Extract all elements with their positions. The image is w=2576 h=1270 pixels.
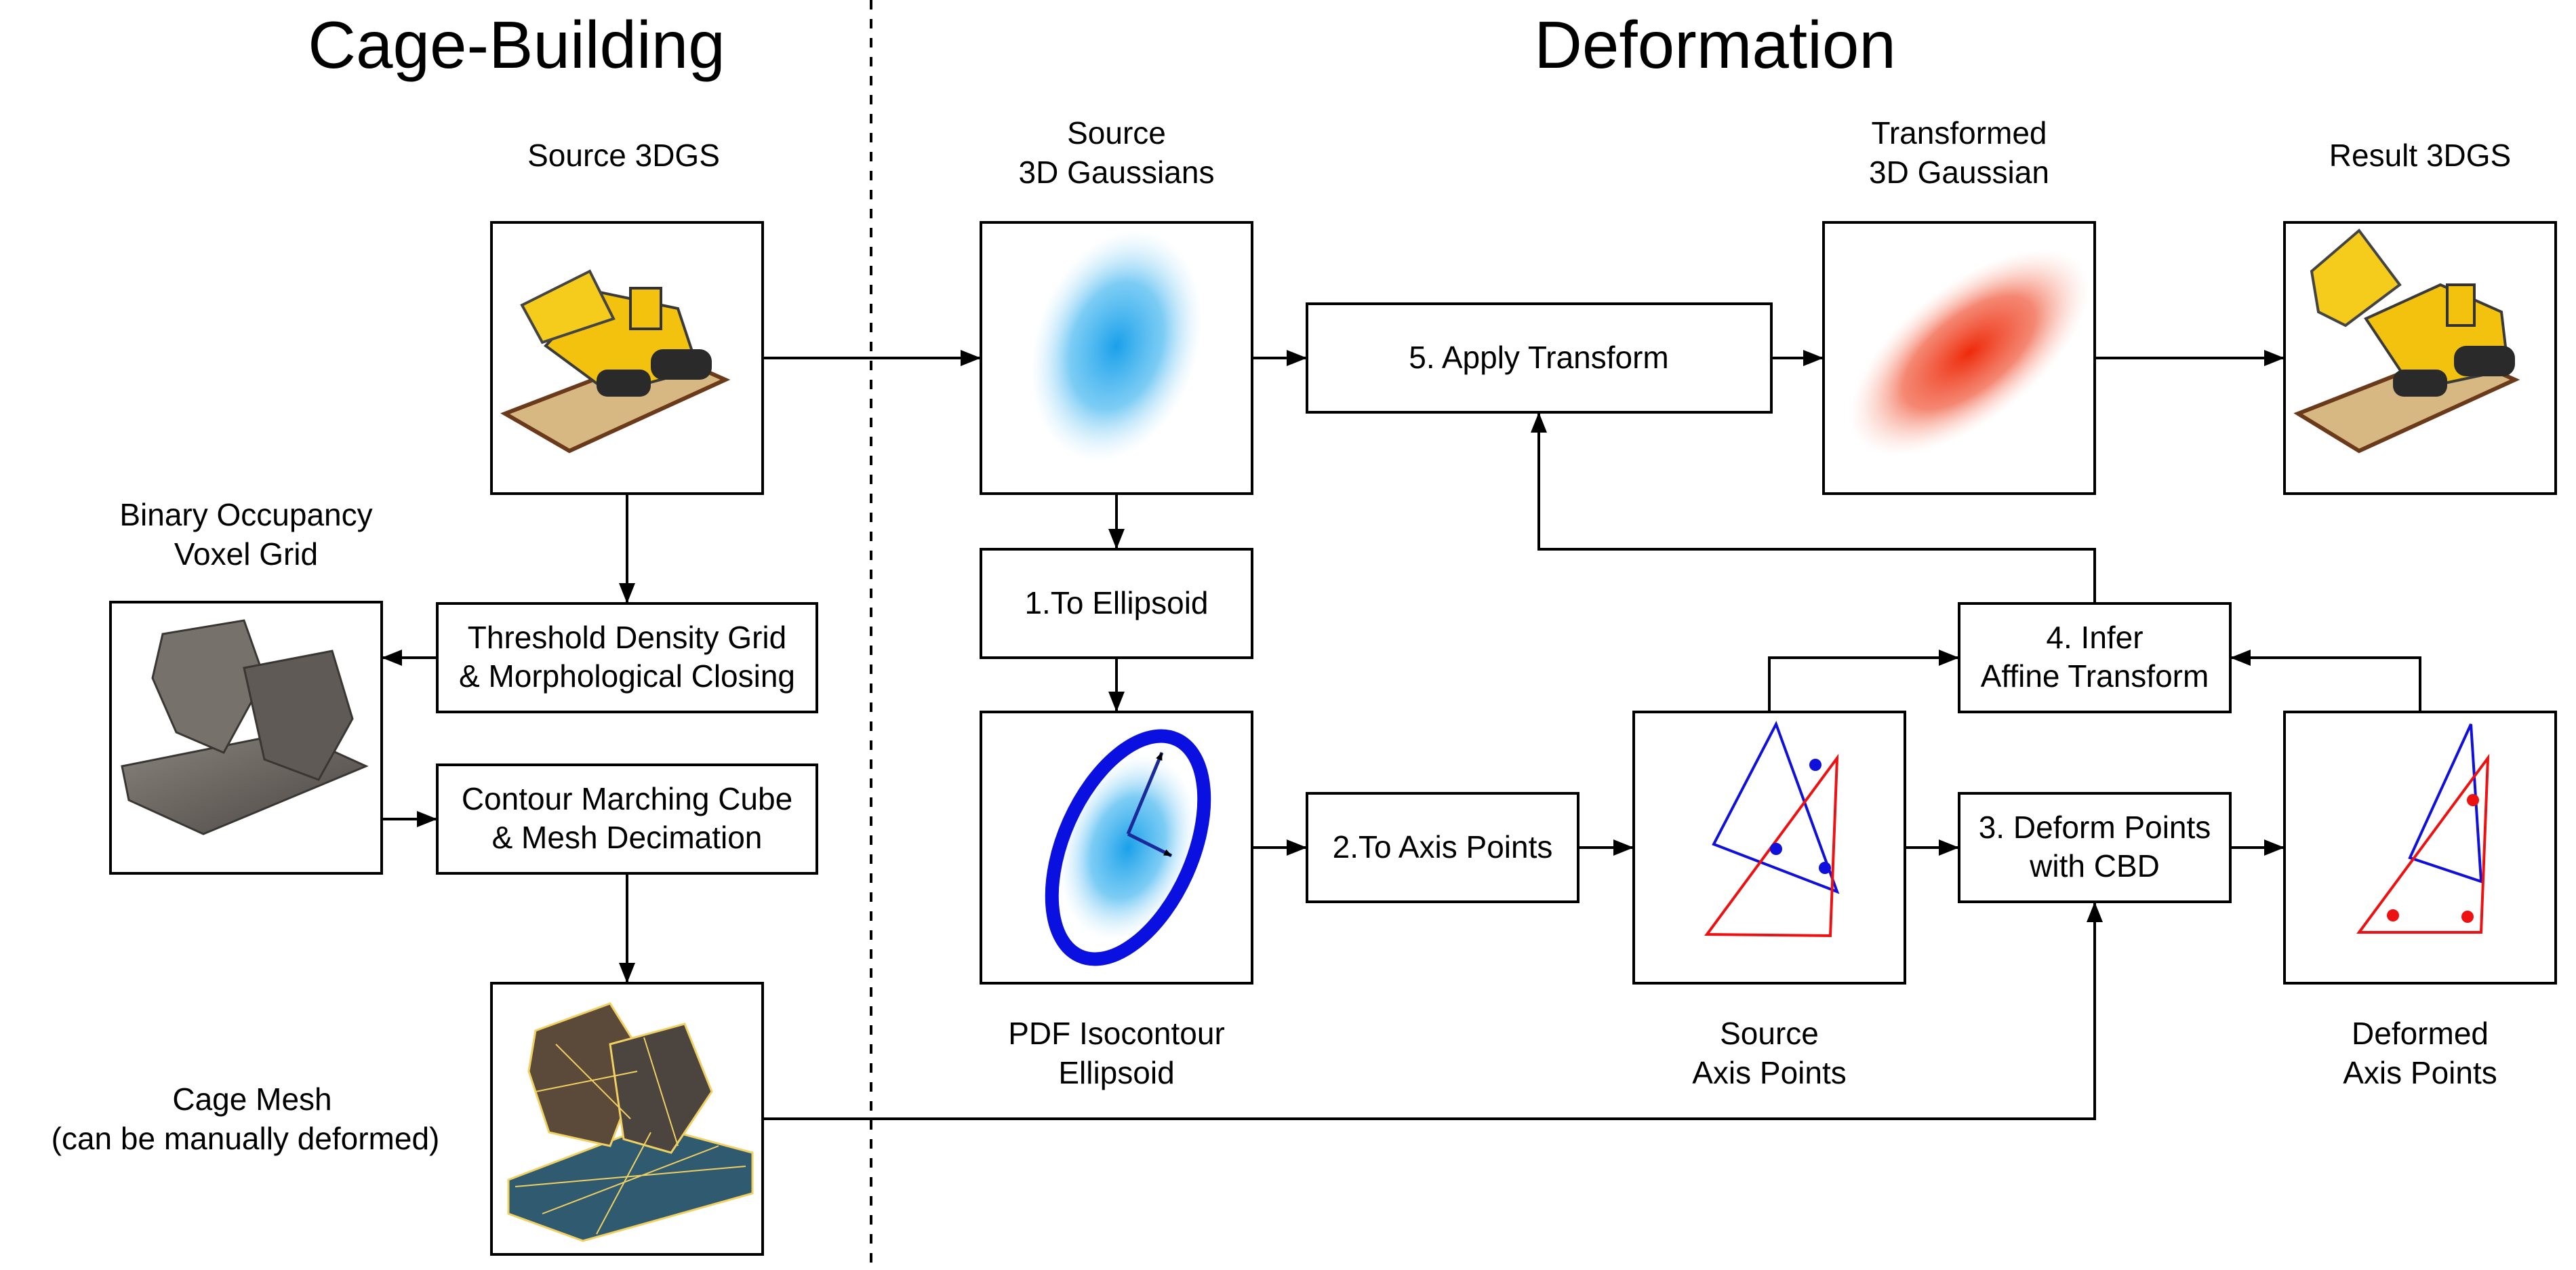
source-axis-points-label-2: Axis Points xyxy=(1692,1055,1847,1090)
deform-points-label-1: 3. Deform Points xyxy=(1979,810,2211,845)
ellipsoid-contour-icon xyxy=(1045,729,1211,966)
deformed-point-1 xyxy=(2467,794,2479,806)
deformed-axis-points-label-2: Axis Points xyxy=(2343,1055,2497,1090)
edges xyxy=(382,350,2421,1120)
marching-label-2: & Mesh Decimation xyxy=(492,820,763,855)
source-gaussians-image xyxy=(980,221,1253,495)
loader-scene-icon xyxy=(500,269,731,454)
to-axis-points-box xyxy=(1306,792,1579,903)
cage-mesh-icon xyxy=(507,1002,754,1242)
blue-gaussian-icon xyxy=(1030,230,1203,462)
infer-affine-label-2: Affine Transform xyxy=(1981,658,2209,694)
voxel-grid-image xyxy=(109,601,383,875)
pdf-isocontour-label-2: Ellipsoid xyxy=(1058,1055,1174,1090)
deformation-title: Deformation xyxy=(1534,7,1896,82)
to-axis-points-label: 2.To Axis Points xyxy=(1333,829,1553,865)
source-axis-points-label-1: Source xyxy=(1720,1016,1819,1051)
ellipsoid-image xyxy=(980,711,1253,985)
transformed-gaussian-label-2: 3D Gaussian xyxy=(1869,155,2049,190)
transformed-gaussian-label-1: Transformed xyxy=(1871,115,2047,151)
source-3dgs-image xyxy=(490,221,764,495)
result-3dgs-image xyxy=(2283,221,2557,495)
deformed-axis-points-image xyxy=(2283,711,2557,985)
source-point-2 xyxy=(1770,843,1782,855)
voxel-mesh-icon xyxy=(121,619,369,835)
cage-mesh-image xyxy=(490,982,764,1256)
cage-building-title: Cage-Building xyxy=(308,7,725,82)
deformed-point-3 xyxy=(2461,911,2474,923)
red-gaussian-icon xyxy=(1849,250,2089,456)
binary-occupancy-label-1: Binary Occupancy xyxy=(119,497,372,532)
to-ellipsoid-label: 1.To Ellipsoid xyxy=(1024,585,1208,620)
edge-infer-to-apply xyxy=(1531,412,2096,603)
source-triangle-blue xyxy=(1712,721,1840,894)
deform-points-label-2: with CBD xyxy=(2029,848,2160,884)
marching-cube-box xyxy=(436,763,818,875)
deformed-triangle-red xyxy=(2356,753,2490,934)
apply-transform-box xyxy=(1306,302,1773,414)
source-point-1 xyxy=(1809,759,1822,771)
deformed-axis-points-label-1: Deformed xyxy=(2352,1016,2489,1051)
binary-occupancy-label-2: Voxel Grid xyxy=(174,536,318,572)
ellipsoid-fill-icon xyxy=(1060,755,1196,940)
marching-label-1: Contour Marching Cube xyxy=(462,781,792,816)
axis-arrows-icon xyxy=(1126,752,1173,858)
cage-mesh-label-1: Cage Mesh xyxy=(172,1082,331,1117)
source-gaussians-label-2: 3D Gaussians xyxy=(1019,155,1215,190)
pdf-isocontour-label-1: PDF Isocontour xyxy=(1008,1016,1225,1051)
edge-source-points-to-infer xyxy=(1768,650,1959,712)
source-gaussians-label-1: Source xyxy=(1067,115,1166,151)
source-3dgs-label: Source 3DGS xyxy=(527,138,720,173)
deform-points-box xyxy=(1958,792,2232,903)
deformed-loader-icon xyxy=(2293,229,2520,454)
deformed-point-2 xyxy=(2387,909,2399,921)
result-3dgs-label: Result 3DGS xyxy=(2329,138,2511,173)
apply-transform-label: 5. Apply Transform xyxy=(1409,340,1669,375)
source-axis-points-image xyxy=(1632,711,1906,985)
cage-mesh-label-2: (can be manually deformed) xyxy=(52,1121,440,1156)
threshold-label-2: & Morphological Closing xyxy=(459,658,795,694)
edge-cage-to-deform xyxy=(763,902,2103,1120)
transformed-gaussian-image xyxy=(1822,221,2096,495)
edge-deformed-points-to-infer xyxy=(2230,650,2421,712)
source-point-3 xyxy=(1819,862,1831,874)
threshold-label-1: Threshold Density Grid xyxy=(468,620,786,655)
infer-affine-label-1: 4. Infer xyxy=(2046,620,2143,655)
